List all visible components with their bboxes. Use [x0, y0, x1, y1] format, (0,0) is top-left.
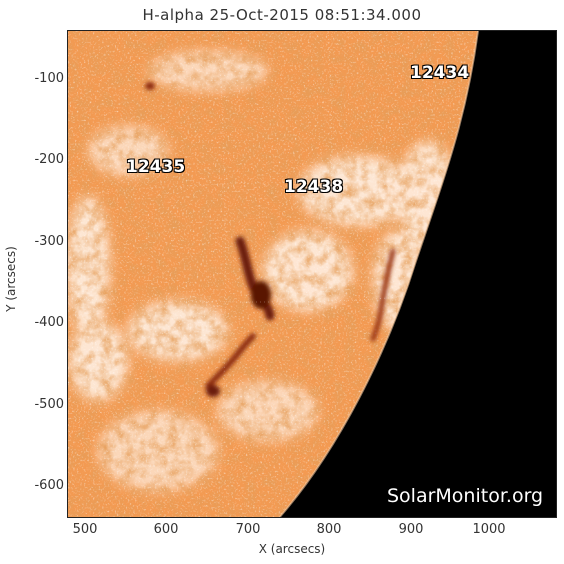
region-label: 12434 — [410, 63, 470, 83]
solar-disk-svg — [68, 31, 479, 517]
y-tick-label: -600 — [34, 478, 64, 493]
y-tick-label: -500 — [34, 397, 64, 412]
x-tick-label: 1000 — [472, 522, 506, 537]
image-title: H-alpha 25-Oct-2015 08:51:34.000 — [142, 6, 422, 24]
y-axis-label: Y (arcsecs) — [4, 246, 18, 312]
x-tick-label: 900 — [398, 522, 424, 537]
y-tick-label: -300 — [34, 234, 64, 249]
filaments — [145, 82, 396, 397]
x-tick-label: 700 — [235, 522, 261, 537]
region-label: 12438 — [284, 177, 344, 197]
solar-disk — [68, 31, 478, 517]
x-tick-label: 600 — [153, 522, 179, 537]
solar-image: 12435 12438 12434 SolarMonitor.org — [67, 30, 557, 518]
y-tick-label: -200 — [34, 152, 64, 167]
y-tick-label: -400 — [34, 315, 64, 330]
watermark: SolarMonitor.org — [387, 485, 544, 507]
x-tick-label: 800 — [316, 522, 342, 537]
x-axis-label: X (arcsecs) — [258, 542, 326, 556]
region-label: 12435 — [126, 157, 186, 177]
x-tick-label: 500 — [72, 522, 98, 537]
y-tick-label: -100 — [34, 71, 64, 86]
